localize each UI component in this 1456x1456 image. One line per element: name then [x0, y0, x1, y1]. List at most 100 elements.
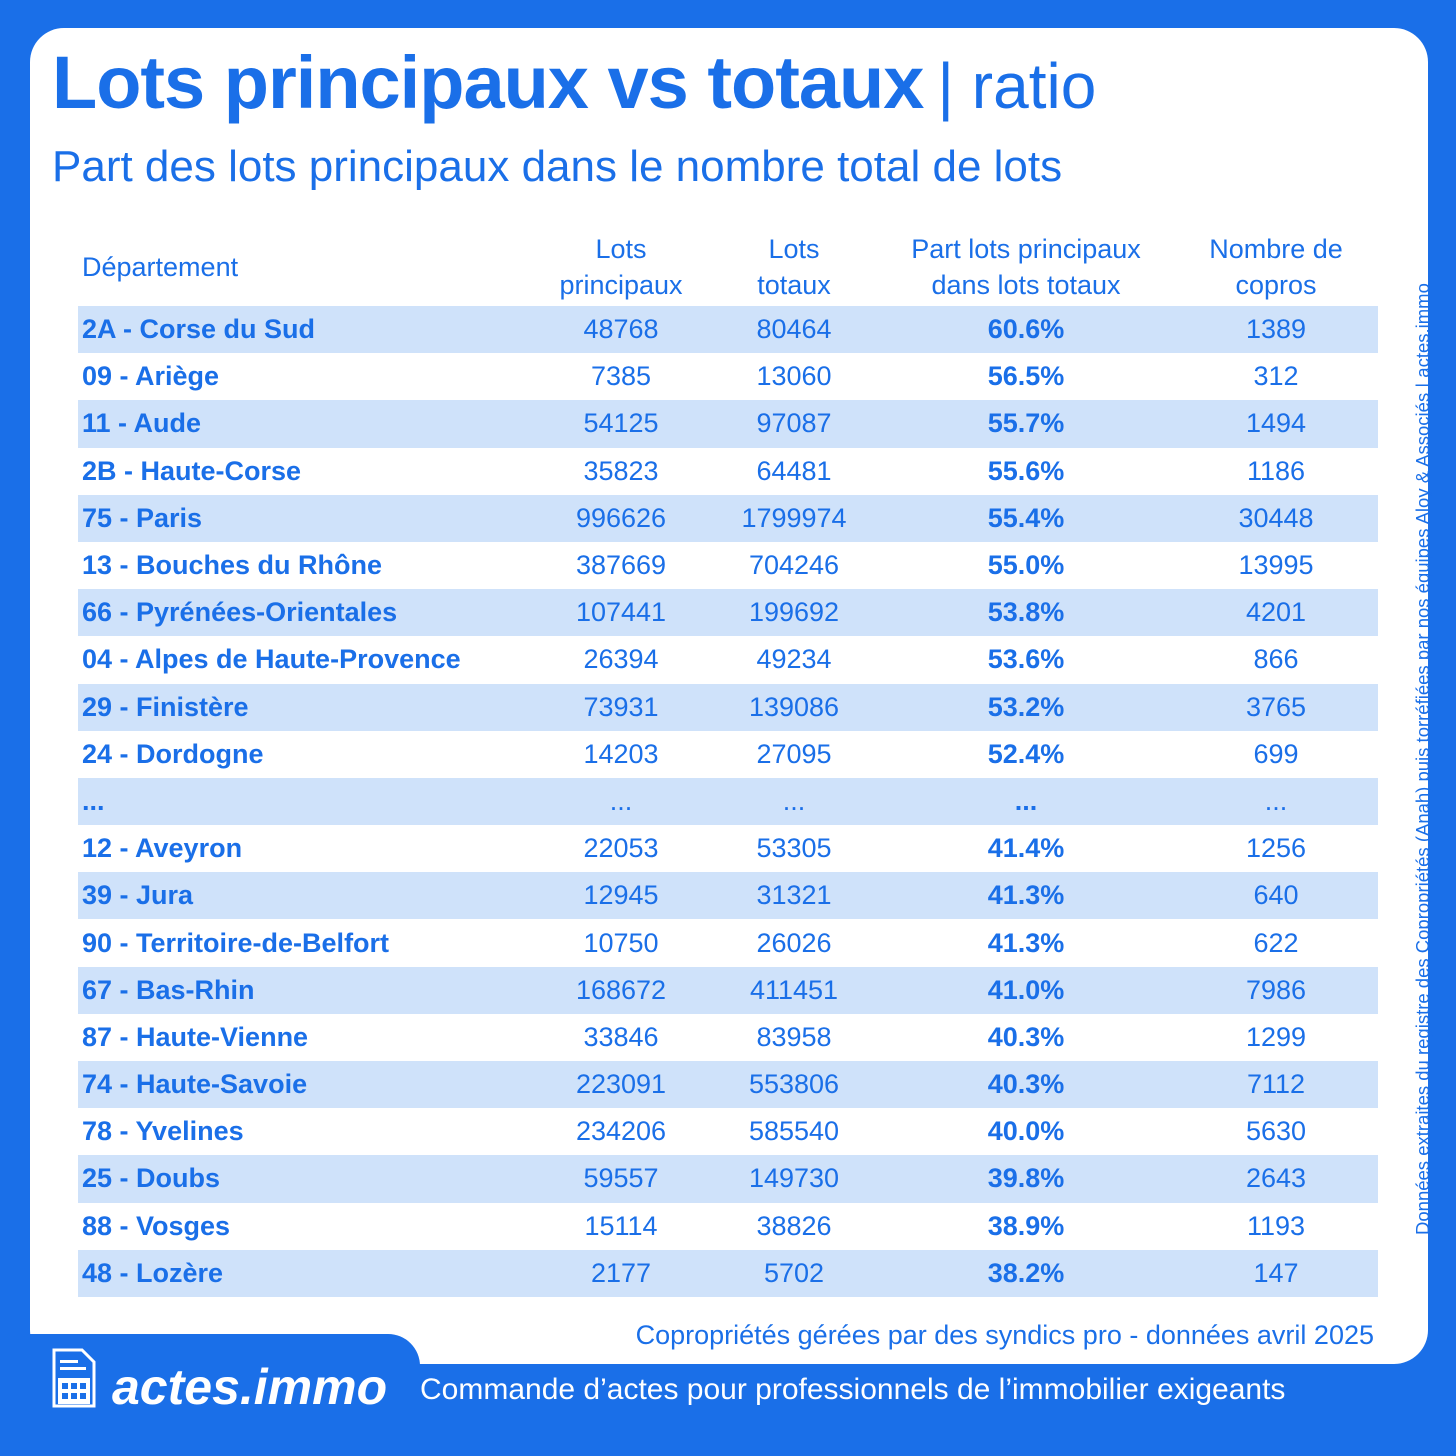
table-row: 88 - Vosges 15114 38826 38.9% 1193 — [78, 1203, 1378, 1250]
table-cell: 26026 — [756, 927, 832, 958]
table-cell: 107441 — [575, 597, 667, 628]
table-cell: 25 - Doubs — [82, 1163, 221, 1194]
table-cell: 2A - Corse du Sud — [82, 314, 316, 345]
table-cell: 2643 — [1245, 1163, 1307, 1194]
table-cell: 996626 — [575, 502, 667, 533]
table-row: 2A - Corse du Sud 48768 80464 60.6% 1389 — [78, 306, 1378, 354]
table-cell: 699 — [1253, 738, 1299, 769]
table-cell: 53305 — [756, 833, 832, 864]
brand: actes.immo — [112, 1359, 388, 1415]
table-cell: 13 - Bouches du Rhône — [82, 550, 383, 581]
table-cell: 312 — [1253, 361, 1299, 392]
table-row: 2B - Haute-Corse 35823 64481 55.6% 1186 — [78, 448, 1378, 495]
table-row: 87 - Haute-Vienne 33846 83958 40.3% 1299 — [78, 1014, 1378, 1061]
table-cell: 40.3% — [987, 1021, 1065, 1052]
table-row: 29 - Finistère 73931 139086 53.2% 3765 — [78, 683, 1378, 731]
table-cell: 73931 — [583, 691, 659, 722]
table-cell: 41.3% — [987, 880, 1065, 911]
table-cell: 11 - Aude — [82, 408, 202, 439]
table-row: 13 - Bouches du Rhône 387669 704246 55.0% 13… — [78, 542, 1378, 589]
table-cell: 2B - Haute-Corse — [82, 455, 302, 486]
table-cell: 411451 — [749, 974, 839, 1005]
table-cell: 139086 — [748, 691, 840, 722]
table-cell: 38826 — [756, 1210, 832, 1241]
rows: 2A - Corse du Sud 48768 80464 60.6% 1389 09 -… — [78, 306, 1378, 1297]
table-cell: 88 - Vosges — [82, 1210, 231, 1241]
table-cell: 64481 — [756, 455, 832, 486]
header-row: Département Lots principaux Lots totaux Par… — [78, 228, 1378, 306]
table-cell: 49234 — [756, 644, 832, 675]
table-row: 78 - Yvelines 234206 585540 40.0% 5630 — [78, 1108, 1378, 1155]
table-cell: 223091 — [575, 1069, 667, 1100]
table-cell: 26394 — [583, 644, 659, 675]
table-cell: 80464 — [756, 314, 832, 345]
table-cell: 40.3% — [987, 1069, 1065, 1100]
table-cell: 90 - Territoire-de-Belfort — [82, 927, 390, 958]
table-cell: 13060 — [756, 361, 832, 392]
table-cell: 48 - Lozère — [82, 1257, 224, 1288]
column-header: Part lots principaux dans lots totaux — [911, 234, 1141, 300]
table-cell: 22053 — [583, 833, 659, 864]
table-cell: 52.4% — [987, 738, 1065, 769]
table-cell: 168672 — [575, 974, 667, 1005]
table-cell: 40.0% — [987, 1116, 1065, 1147]
table-cell: 4201 — [1245, 597, 1307, 628]
table-cell: ... — [1264, 785, 1288, 816]
table-row: 75 - Paris 996626 1799974 55.4% 30448 — [78, 494, 1378, 542]
table-row: ............... — [78, 777, 1378, 826]
table-cell: 53.8% — [987, 597, 1065, 628]
table-cell: 12945 — [583, 880, 659, 911]
table-cell: 59557 — [583, 1163, 659, 1194]
table-row: 25 - Doubs 59557 149730 39.8% 2643 — [78, 1155, 1378, 1203]
table-cell: 30448 — [1238, 502, 1314, 533]
table-row: 09 - Ariège 7385 13060 56.5% 312 — [78, 353, 1378, 400]
table-cell: 12 - Aveyron — [82, 833, 243, 864]
table-cell: 27095 — [756, 738, 832, 769]
title: Lots principaux vs totaux | ratio — [52, 40, 1096, 125]
table-row: 67 - Bas-Rhin 168672 411451 41.0% 7986 — [78, 966, 1378, 1014]
table-cell: 5702 — [763, 1257, 825, 1288]
table-cell: 7385 — [590, 361, 652, 392]
table: Département Lots principaux Lots totaux Par… — [78, 228, 1378, 1297]
table-cell: 29 - Finistère — [82, 691, 249, 722]
table-cell: 585540 — [748, 1116, 840, 1147]
column-header: Lots principaux — [559, 234, 683, 300]
table-cell: 15114 — [584, 1210, 658, 1241]
table-cell: 387669 — [575, 550, 667, 581]
side-note: Données extraites du registre des Coprop… — [1412, 283, 1433, 1235]
table-cell: 234206 — [575, 1116, 667, 1147]
column-header: Nombre de copros — [1209, 234, 1343, 300]
table-row: 24 - Dordogne 14203 27095 52.4% 699 — [78, 731, 1378, 778]
tagline: Commande d’actes pour professionnels de … — [420, 1373, 1286, 1406]
table-cell: 53.2% — [987, 691, 1065, 722]
column-header: Lots totaux — [757, 234, 831, 300]
table-cell: 3765 — [1245, 691, 1307, 722]
table-cell: 7112 — [1246, 1069, 1306, 1100]
table-cell: 13995 — [1238, 550, 1314, 581]
table-row: 48 - Lozère 2177 5702 38.2% 147 — [78, 1249, 1378, 1297]
table-cell: 55.4% — [987, 502, 1065, 533]
table-row: 74 - Haute-Savoie 223091 553806 40.3% 7112 — [78, 1061, 1378, 1109]
table-cell: 10750 — [583, 927, 659, 958]
logo-icon — [52, 1348, 96, 1408]
title-suffix: | ratio — [937, 50, 1097, 122]
table-cell: 41.0% — [987, 974, 1065, 1005]
column-header: Département — [82, 252, 239, 282]
table-cell: 1389 — [1245, 314, 1307, 345]
table-cell: 38.9% — [987, 1210, 1065, 1241]
table-cell: 1494 — [1245, 408, 1307, 439]
subtitle: Part des lots principaux dans le nombre … — [52, 142, 1063, 191]
table-cell: 35823 — [583, 455, 659, 486]
table-cell: 1799974 — [741, 502, 847, 533]
table-cell: 41.3% — [987, 927, 1065, 958]
table-row: 39 - Jura 12945 31321 41.3% 640 — [78, 872, 1378, 920]
table-cell: 622 — [1253, 927, 1299, 958]
table-cell: ... — [82, 785, 105, 816]
table-cell: 75 - Paris — [82, 502, 203, 533]
table-cell: 704246 — [748, 550, 840, 581]
table-cell: ... — [782, 785, 806, 816]
table-cell: 199692 — [748, 597, 840, 628]
table-cell: 24 - Dordogne — [82, 738, 264, 769]
table-row: 12 - Aveyron 22053 53305 41.4% 1256 — [78, 825, 1378, 872]
